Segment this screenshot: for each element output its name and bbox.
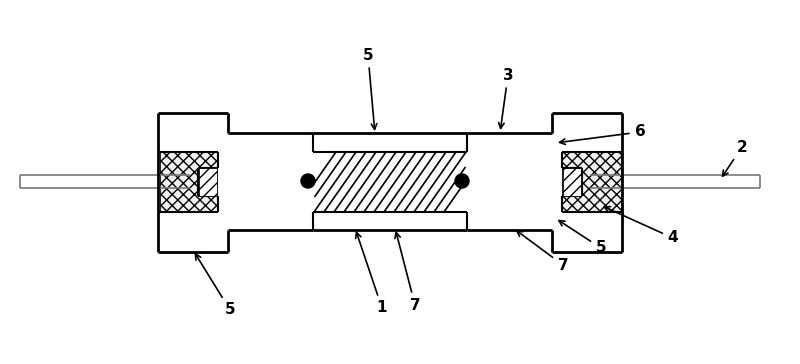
Circle shape	[301, 174, 315, 188]
Bar	[562, 152, 621, 212]
Text: 5: 5	[559, 221, 606, 256]
Circle shape	[455, 174, 469, 188]
Text: 4: 4	[604, 207, 678, 245]
Text: 5: 5	[195, 254, 235, 317]
Text: 6: 6	[560, 124, 646, 145]
Text: 2: 2	[722, 139, 747, 176]
Text: 1: 1	[356, 232, 387, 316]
Bar	[563, 168, 581, 196]
Bar	[199, 168, 217, 196]
Text: 5: 5	[362, 47, 377, 129]
Text: 3: 3	[498, 67, 514, 128]
Text: 7: 7	[517, 231, 568, 273]
Bar	[160, 152, 217, 212]
Text: 7: 7	[395, 233, 420, 313]
